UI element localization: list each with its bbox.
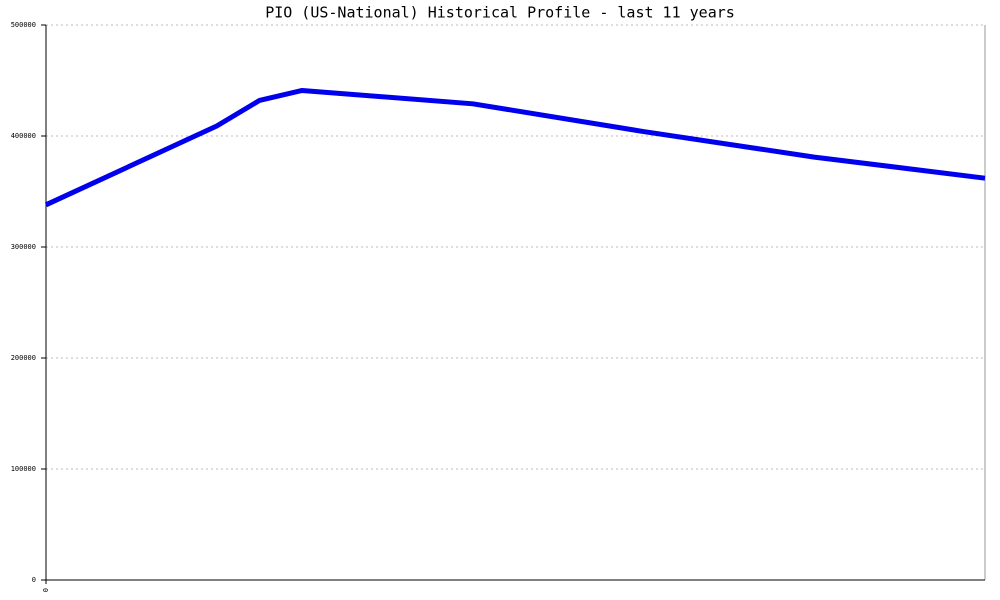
y-tick-label: 0 — [32, 576, 36, 584]
x-tick-label: 0 — [42, 588, 50, 592]
data-line — [44, 87, 986, 208]
y-tick-label: 500000 — [11, 21, 36, 29]
y-tick-label: 100000 — [11, 465, 36, 473]
y-tick-label: 300000 — [11, 243, 36, 251]
y-tick-label: 200000 — [11, 354, 36, 362]
y-tick-label: 400000 — [11, 132, 36, 140]
chart-title: PIO (US-National) Historical Profile - l… — [265, 4, 735, 22]
